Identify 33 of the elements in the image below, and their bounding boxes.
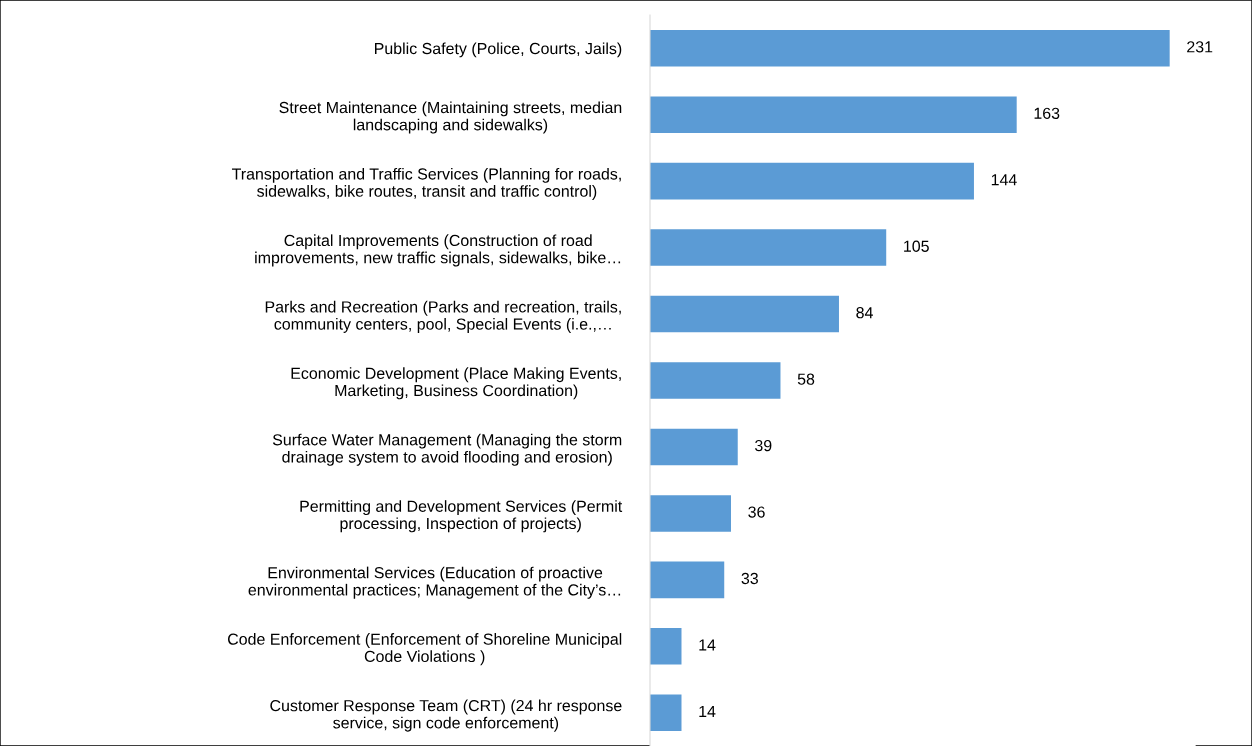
bar xyxy=(650,561,725,599)
y-tick-label: Public Safety (Police, Courts, Jails) xyxy=(375,42,622,58)
y-tick-label: Customer Response Team (CRT) (24 hr response service, sign code enforcement) xyxy=(270,699,622,732)
y-tick-label: Economic Development (Place Making Events, Marketing, Business Coordination) xyxy=(291,367,621,400)
y-tick-label: Transportation and Traffic Services (Planning for roads, sidewalks, bike routes, transit and traffic control) xyxy=(231,167,621,200)
y-tick-label: Permitting and Development Services (Permit processing, Inspection of projects) xyxy=(300,500,623,533)
bar xyxy=(650,694,682,732)
bar xyxy=(650,162,974,200)
data-label: 14 xyxy=(699,639,716,651)
data-label: 105 xyxy=(904,240,929,252)
y-tick-label: Surface Water Management (Managing the storm drainage system to avoid flooding and erosion) xyxy=(272,433,622,466)
bar xyxy=(650,428,738,466)
y-tick-label: Street Maintenance (Maintaining streets, median landscaping and sidewalks) xyxy=(279,101,622,134)
data-label: 144 xyxy=(991,174,1017,186)
bar xyxy=(650,229,887,266)
bar xyxy=(650,295,839,333)
bar xyxy=(650,628,682,665)
data-label: 84 xyxy=(856,307,873,319)
data-label: 14 xyxy=(699,705,716,717)
bar xyxy=(650,96,1017,133)
data-label: 231 xyxy=(1187,41,1213,53)
bar xyxy=(650,495,731,532)
y-tick-label: Parks and Recreation (Parks and recreation, trails, community centers, pool, Special Events (i.e.,… xyxy=(265,300,621,333)
y-tick-label: Environmental Services (Education of proactive environmental practices; Management of the City’s… xyxy=(248,566,621,599)
y-tick-label: Code Enforcement (Enforcement of Shoreline Municipal Code Violations ) xyxy=(227,633,622,666)
data-label: 58 xyxy=(797,373,815,385)
y-tick-label: Capital Improvements (Construction of road improvements, new traffic signals, sidewalks, bike… xyxy=(255,234,621,267)
bar xyxy=(650,362,781,399)
data-label: 39 xyxy=(755,439,772,452)
data-label: 36 xyxy=(748,506,765,518)
bar xyxy=(650,29,1170,67)
data-label: 163 xyxy=(1034,107,1060,119)
data-label: 33 xyxy=(741,572,758,585)
